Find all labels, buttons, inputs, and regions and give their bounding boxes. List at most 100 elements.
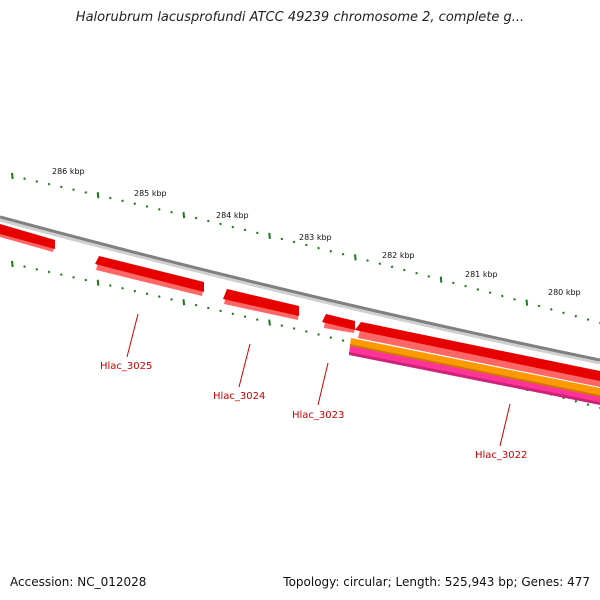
outer-ring-minor-tick — [574, 314, 578, 318]
kbp-label-285: 285 kbp — [134, 189, 167, 198]
inner-ring-minor-tick — [243, 315, 247, 318]
inner-ring-major-tick — [182, 299, 186, 306]
gene-label-hlac-3022[interactable]: Hlac_3022 — [475, 450, 527, 461]
cds-bar-orange[interactable] — [350, 338, 600, 396]
inner-ring-minor-tick — [170, 298, 173, 301]
outer-ring-minor-tick — [243, 228, 247, 232]
outer-ring-minor-tick — [219, 222, 222, 226]
genome-summary-text: Topology: circular; Length: 525,943 bp; … — [283, 575, 590, 589]
gene-label-hlac-3024[interactable]: Hlac_3024 — [213, 391, 265, 402]
outer-ring-minor-tick — [231, 225, 235, 229]
inner-ring-minor-tick — [145, 292, 149, 296]
inner-ring-minor-tick — [47, 270, 51, 274]
outer-ring-minor-tick — [35, 180, 39, 183]
gene-label-hlac-3023[interactable]: Hlac_3023 — [292, 410, 344, 421]
gene-arrow-hlac-3023[interactable] — [322, 314, 355, 333]
inner-ring-major-tick — [96, 279, 100, 286]
inner-ring-minor-tick — [133, 289, 137, 293]
chromosome-backbone-core — [0, 215, 600, 362]
outer-tick-ring — [11, 172, 600, 325]
outer-ring-minor-tick — [366, 259, 369, 262]
inner-ring-minor-tick — [109, 284, 112, 287]
inner-ring-major-tick — [268, 319, 271, 326]
outer-ring-minor-tick — [23, 177, 26, 180]
outer-ring-minor-tick — [194, 216, 198, 220]
inner-ring-minor-tick — [207, 306, 210, 310]
outer-ring-minor-tick — [488, 291, 492, 294]
inner-ring-minor-tick — [72, 276, 75, 279]
kbp-label-282: 282 kbp — [382, 251, 415, 260]
gene-label-hlac-3025[interactable]: Hlac_3025 — [100, 361, 152, 372]
leader-hlac-3024 — [238, 343, 251, 388]
inner-ring-minor-tick — [35, 267, 39, 271]
inner-ring-minor-tick — [329, 336, 333, 339]
inner-ring-minor-tick — [121, 286, 124, 290]
outer-ring-minor-tick — [452, 281, 455, 285]
outer-ring-major-tick — [525, 299, 529, 306]
chromosome-backbone — [0, 216, 600, 365]
inner-ring-minor-tick — [574, 399, 578, 403]
outer-ring-major-tick — [11, 172, 14, 180]
cds-bars — [349, 338, 600, 405]
kbp-label-281: 281 kbp — [465, 270, 498, 279]
outer-ring-major-tick — [96, 192, 100, 199]
kbp-label-286: 286 kbp — [52, 167, 85, 176]
outer-ring-minor-tick — [341, 252, 345, 256]
leader-hlac-3025 — [126, 313, 139, 358]
inner-ring-minor-tick — [341, 339, 345, 342]
outer-ring-minor-tick — [415, 271, 418, 275]
leader-hlac-3023 — [317, 362, 329, 406]
inner-ring-minor-tick — [317, 333, 320, 336]
inner-ring-minor-tick — [256, 318, 259, 321]
inner-ring-minor-tick — [305, 330, 308, 333]
inner-ring-minor-tick — [219, 309, 222, 313]
inner-ring-minor-tick — [158, 295, 161, 298]
gene-arrow-hlac-3025[interactable] — [95, 256, 204, 296]
outer-ring-minor-tick — [145, 205, 149, 208]
kbp-label-280: 280 kbp — [548, 288, 581, 297]
gene-arrow-left-edge[interactable] — [0, 224, 55, 252]
outer-ring-major-tick — [268, 232, 271, 239]
inner-ring-minor-tick — [194, 303, 198, 307]
outer-ring-major-tick — [354, 254, 357, 261]
gene-arrow-hlac-3024[interactable] — [223, 289, 299, 320]
inner-ring-major-tick — [11, 260, 14, 268]
kbp-label-284: 284 kbp — [216, 211, 249, 220]
outer-ring-minor-tick — [133, 202, 137, 205]
map-title: Halorubrum lacusprofundi ATCC 49239 chro… — [75, 10, 525, 25]
inner-ring-minor-tick — [23, 265, 26, 268]
cds-bar-pink-shade — [349, 352, 600, 405]
kbp-label-283: 283 kbp — [299, 233, 332, 242]
outer-ring-minor-tick — [280, 237, 284, 241]
gene-arrow-hlac-3022[interactable] — [355, 322, 600, 387]
outer-ring-minor-tick — [378, 262, 382, 265]
outer-ring-minor-tick — [207, 219, 210, 223]
cds-bar-pink[interactable] — [349, 346, 600, 403]
outer-ring-minor-tick — [170, 210, 173, 214]
accession-text: Accession: NC_012028 — [10, 575, 147, 589]
leader-hlac-3022 — [499, 403, 511, 447]
outer-ring-minor-tick — [329, 249, 333, 253]
inner-ring-minor-tick — [231, 312, 235, 316]
outer-ring-minor-tick — [121, 199, 124, 203]
outer-ring-minor-tick — [47, 182, 51, 186]
gene-labels: Hlac_3025 Hlac_3024 Hlac_3023 Hlac_3022 — [100, 361, 527, 461]
outer-ring-minor-tick — [513, 298, 516, 301]
outer-ring-minor-tick — [464, 284, 467, 288]
outer-ring-minor-tick — [403, 268, 406, 272]
inner-ring-minor-tick — [280, 324, 284, 327]
outer-ring-minor-tick — [390, 265, 394, 269]
kbp-labels: 286 kbp 285 kbp 284 kbp 283 kbp 282 kbp … — [52, 167, 581, 297]
inner-ring-minor-tick — [292, 327, 296, 330]
inner-ring-minor-tick — [586, 403, 590, 406]
outer-ring-minor-tick — [537, 304, 541, 308]
inner-ring-minor-tick — [84, 278, 88, 282]
outer-ring-major-tick — [439, 276, 443, 283]
outer-ring-minor-tick — [84, 191, 88, 194]
outer-ring-minor-tick — [256, 231, 259, 235]
outer-ring-minor-tick — [501, 294, 504, 298]
outer-ring-minor-tick — [427, 275, 431, 278]
outer-ring-minor-tick — [550, 308, 553, 311]
outer-ring-minor-tick — [158, 208, 161, 211]
